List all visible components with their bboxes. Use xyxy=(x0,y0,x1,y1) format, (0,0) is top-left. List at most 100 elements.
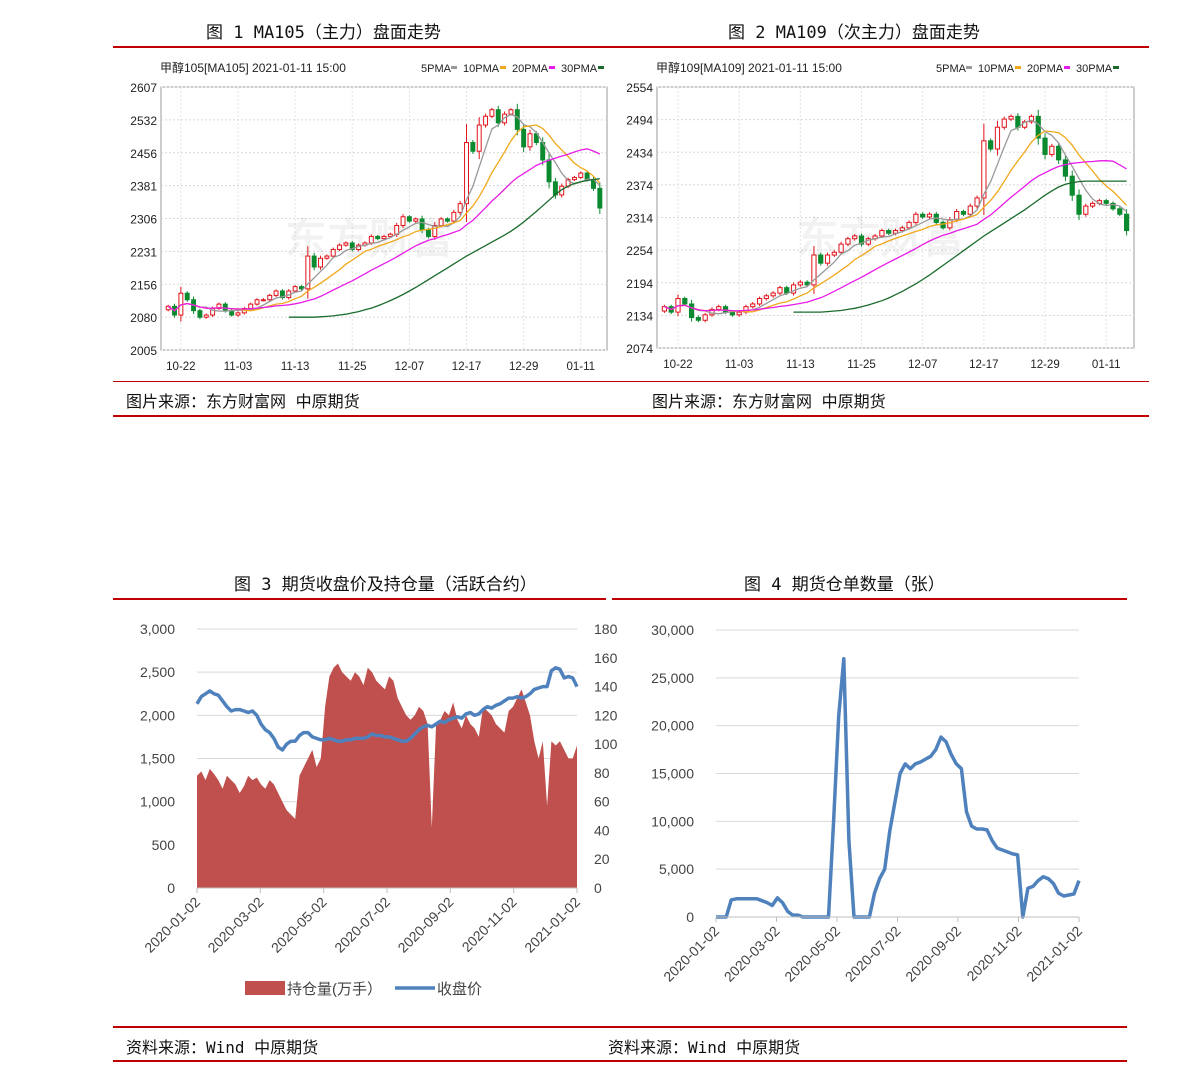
candle-body xyxy=(960,211,967,215)
legend-swatch-30pma xyxy=(1113,66,1119,69)
candle-body xyxy=(940,221,946,229)
candle-body xyxy=(203,314,209,318)
candle-body xyxy=(736,311,742,316)
candle-body xyxy=(419,218,425,231)
candle-body xyxy=(476,124,482,152)
candle-body xyxy=(790,284,797,294)
candle-body xyxy=(311,255,317,268)
x-tick-label: 2020-05-02 xyxy=(268,894,330,956)
candle-body xyxy=(438,218,444,226)
figure-2-title: 图 2 MA109（次主力）盘面走势 xyxy=(728,23,980,43)
candle-body xyxy=(913,213,919,223)
candle-body xyxy=(216,303,222,309)
candle-body xyxy=(763,295,769,300)
candle-body xyxy=(299,286,304,290)
candle-body xyxy=(267,294,273,301)
legend-swatch-30pma xyxy=(598,66,604,69)
figure-1-title: 图 1 MA105（主力）盘面走势 xyxy=(206,23,441,43)
y-tick-label: 2554 xyxy=(626,81,653,95)
candle-body xyxy=(1062,159,1069,177)
figure-2-source: 图片来源：东方财富网 中原期货 xyxy=(652,392,886,411)
y-tick-label: 25,000 xyxy=(651,670,694,686)
legend-label-10pma: 10PMA xyxy=(463,63,500,75)
ma30-line xyxy=(793,180,1127,313)
chart-header: 甲醇109[MA109] 2021-01-11 15:00 xyxy=(656,60,842,75)
candle-body xyxy=(260,299,266,302)
candle-body xyxy=(483,115,489,126)
candle-body xyxy=(400,216,406,226)
candle-body xyxy=(184,292,190,301)
candle-body xyxy=(1008,115,1014,120)
y-tick-label: 2381 xyxy=(130,180,157,194)
x-tick-label: 2020-01-02 xyxy=(660,923,722,985)
y-tick-label: 5,000 xyxy=(659,861,694,877)
candle-body xyxy=(324,255,330,259)
x-tick-label: 01-11 xyxy=(1092,359,1121,371)
candle-body xyxy=(756,298,763,305)
right-y-tick-label: 100 xyxy=(594,736,618,752)
candle-body xyxy=(1083,205,1089,215)
y-tick-label: 2156 xyxy=(130,278,157,292)
candle-body xyxy=(716,306,722,310)
legend-label-5pma: 5PMA xyxy=(421,63,452,75)
candle-body xyxy=(811,254,817,286)
left-y-tick-label: 1,500 xyxy=(140,751,175,767)
warrant-quantity-line xyxy=(716,656,1081,919)
candle-body xyxy=(318,257,323,268)
candle-body xyxy=(464,141,469,205)
x-tick-label: 2020-05-02 xyxy=(781,923,843,985)
left-y-tick-label: 2,500 xyxy=(140,664,175,680)
legend-label-10pma: 10PMA xyxy=(978,63,1015,75)
chart-header: 甲醇105[MA105] 2021-01-11 15:00 xyxy=(160,60,346,75)
candle-body xyxy=(457,203,463,213)
ma20-line xyxy=(167,148,601,312)
figure-3-title-rule xyxy=(113,598,606,600)
candle-body xyxy=(495,109,501,124)
right-y-tick-label: 20 xyxy=(594,851,610,867)
y-tick-label: 2134 xyxy=(626,309,653,323)
right-y-tick-label: 0 xyxy=(594,880,602,896)
legend-label-open-interest: 持仓量(万手） xyxy=(287,981,382,998)
candle-body xyxy=(337,244,343,251)
legend-swatch-10pma xyxy=(500,66,506,69)
y-tick-label: 2080 xyxy=(130,311,157,325)
legend-label-20pma: 20PMA xyxy=(512,63,549,75)
x-tick-label: 01-11 xyxy=(567,361,596,373)
candle-body xyxy=(330,249,336,257)
candle-body xyxy=(722,306,729,313)
legend-swatch-20pma xyxy=(549,66,555,69)
y-tick-label: 2456 xyxy=(130,147,157,161)
figure-2-candlestick-chart: 甲醇109[MA109] 2021-01-11 15:00 5PMA 10PMA 20… xyxy=(626,60,1135,371)
candle-body xyxy=(994,126,1001,150)
candle-body xyxy=(858,235,865,245)
x-tick-label: 11-25 xyxy=(847,359,876,371)
candle-body xyxy=(432,224,438,237)
candle-body xyxy=(981,140,987,199)
candle-body xyxy=(343,242,349,246)
x-tick-label: 2020-07-02 xyxy=(842,923,904,985)
candle-body xyxy=(818,254,824,264)
candle-body xyxy=(235,312,241,316)
candle-body xyxy=(1103,200,1109,204)
y-tick-label: 2434 xyxy=(626,146,653,160)
y-tick-label: 2194 xyxy=(626,277,653,291)
y-tick-label: 2074 xyxy=(626,342,653,356)
caption-top-rule xyxy=(113,381,1149,382)
y-tick-label: 2532 xyxy=(130,114,157,128)
candle-body xyxy=(1015,115,1021,128)
plot-frame xyxy=(160,86,608,351)
candle-body xyxy=(750,303,756,308)
candle-body xyxy=(661,306,668,312)
y-tick-label: 2231 xyxy=(130,245,157,259)
candle-body xyxy=(375,235,381,240)
candle-body xyxy=(1069,175,1075,196)
x-tick-label: 12-29 xyxy=(509,361,538,373)
right-y-tick-label: 160 xyxy=(594,650,618,666)
left-y-tick-label: 0 xyxy=(167,880,175,896)
candle-body xyxy=(702,314,708,321)
y-tick-label: 2314 xyxy=(626,212,653,226)
candle-body xyxy=(1001,118,1007,128)
candle-body xyxy=(688,303,695,319)
candle-body xyxy=(695,317,701,321)
candle-body xyxy=(470,141,476,152)
